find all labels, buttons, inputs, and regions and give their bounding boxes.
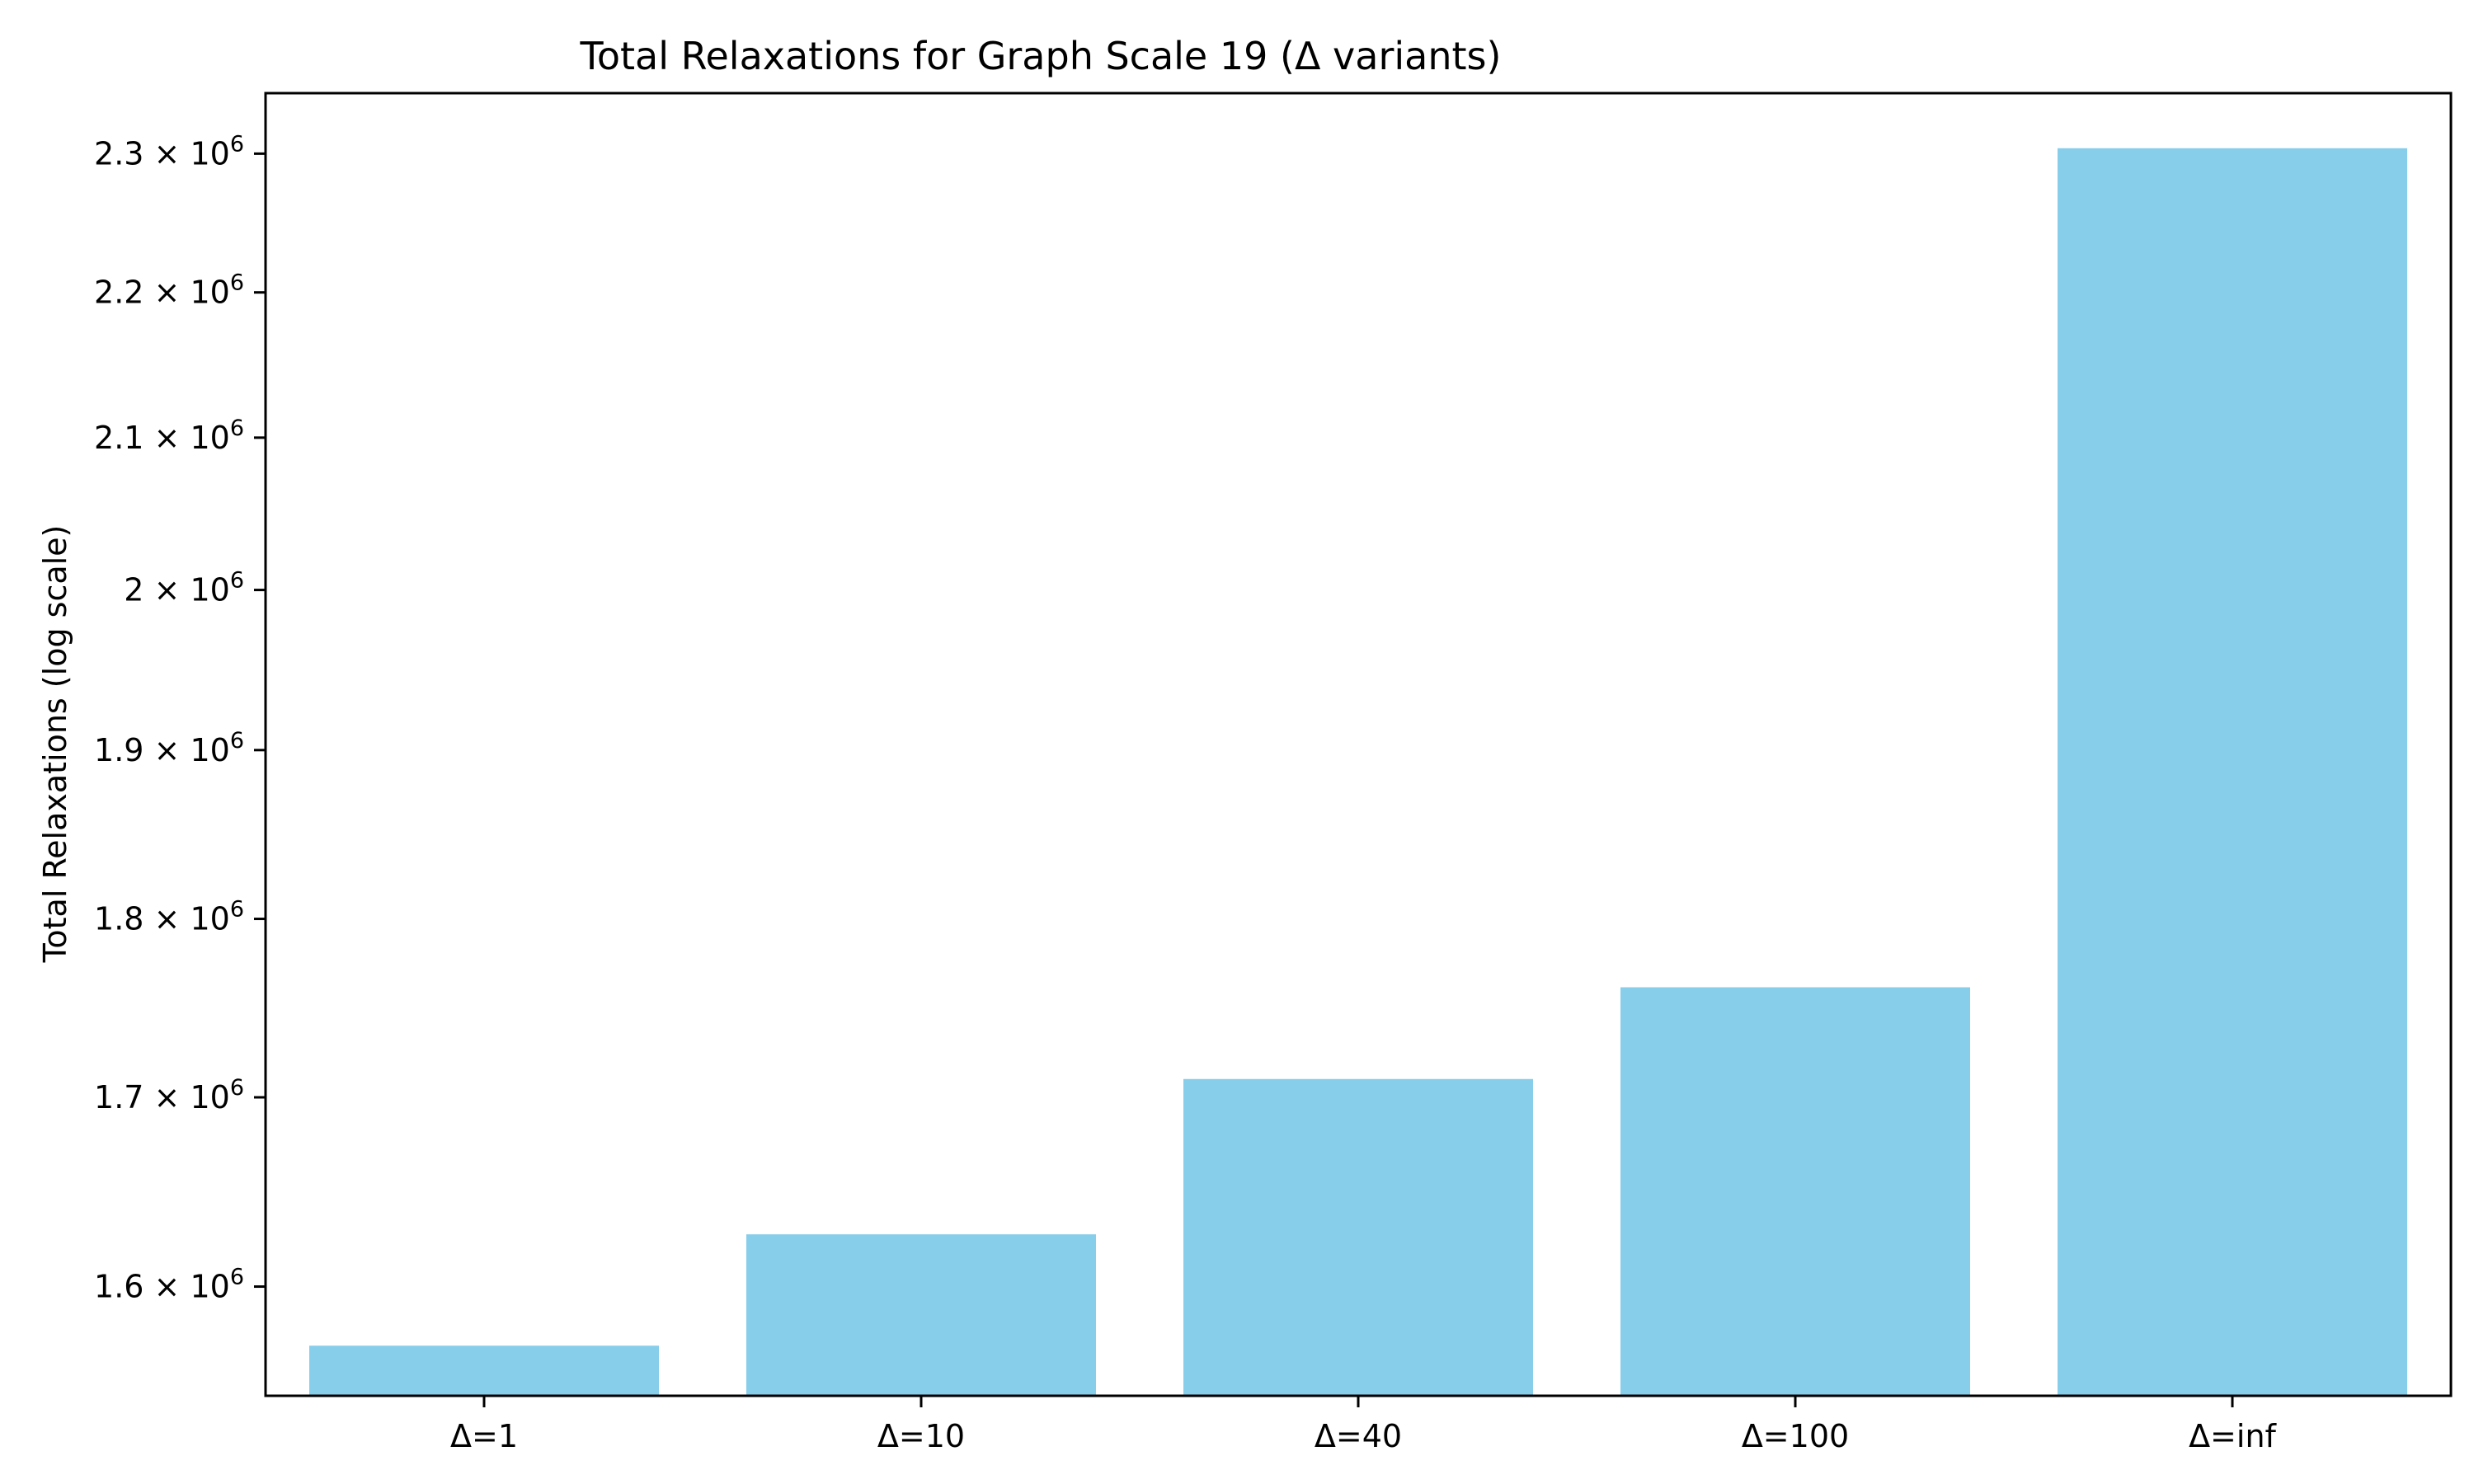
y-tick-label: 1.6 × 106 — [94, 1265, 244, 1305]
bars-group — [309, 148, 2407, 1397]
bar — [1183, 1078, 1533, 1396]
bar — [309, 1345, 659, 1396]
y-axis-label: Total Relaxations (log scale) — [37, 525, 73, 964]
y-tick-label: 2.3 × 106 — [94, 131, 244, 171]
x-tick-label: Δ=40 — [1315, 1418, 1402, 1454]
plot-area-frame — [264, 92, 2453, 1397]
x-ticks-group: Δ=1 Δ=10 Δ=40 Δ=100 Δ=inf — [450, 1396, 2278, 1454]
x-tick-label: Δ=100 — [1742, 1418, 1849, 1454]
y-tick-label: 2.1 × 106 — [94, 416, 244, 456]
x-tick-label: Δ=10 — [877, 1418, 965, 1454]
y-tick-label: 1.8 × 106 — [94, 897, 244, 937]
y-tick-label: 1.7 × 106 — [94, 1075, 244, 1115]
bar — [2058, 148, 2407, 1397]
y-ticks-group: 1.6 × 106 1.7 × 106 1.8 × 106 1.9 × 106 2 × … — [94, 131, 266, 1305]
bar — [1620, 987, 1970, 1396]
x-tick-label: Δ=inf — [2189, 1418, 2277, 1454]
y-tick-label: 1.9 × 106 — [94, 728, 244, 768]
y-tick-label: 2.2 × 106 — [94, 270, 244, 311]
x-tick-label: Δ=1 — [450, 1418, 518, 1454]
bar — [746, 1234, 1096, 1396]
y-tick-label: 2 × 106 — [124, 568, 244, 608]
chart-title: Total Relaxations for Graph Scale 19 (Δ … — [580, 34, 1502, 78]
